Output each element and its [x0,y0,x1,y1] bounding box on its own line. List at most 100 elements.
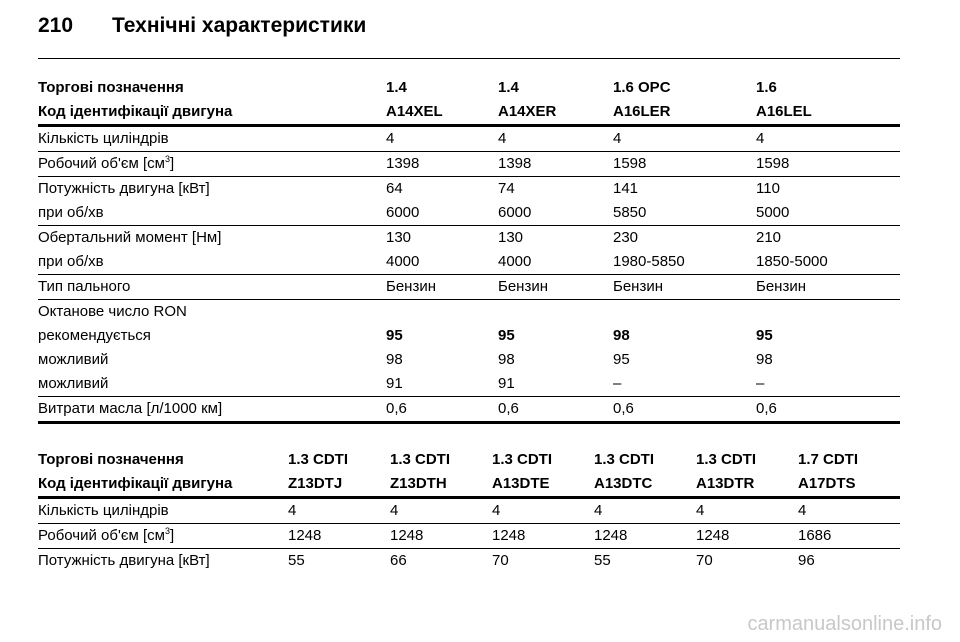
row-sublabel: можливий [38,375,109,392]
value-cell: 95 [756,327,773,344]
model-cell: 1.3 CDTI [288,451,349,468]
value-cell: 1398 [498,155,532,172]
value-cell: 4 [798,502,807,519]
value-cell: 230 [613,229,639,246]
engine-code-cell: A14XER [498,103,557,120]
value-cell: 98 [613,327,630,344]
value-cell: 4 [498,130,507,147]
model-cell: 1.6 [756,79,777,96]
row-label: Витрати масла [л/1000 км] [38,400,223,417]
value-cell: 55 [288,552,305,569]
engine-code-label: Код ідентифікації двигуна [38,103,233,120]
value-cell: 96 [798,552,815,569]
table-row: Обертальний момент [Нм] 130 130 230 210 … [38,226,900,275]
value-cell: 95 [386,327,403,344]
table-row: Робочий об'єм [см3] 1398 1398 1598 1598 [38,152,900,177]
value-cell: 95 [498,327,515,344]
value-cell: Бензин [756,278,807,295]
value-cell: 0,6 [756,400,777,417]
engine-code-label: Код ідентифікації двигуна [38,475,233,492]
row-label: Робочий об'єм [см3] [38,154,175,173]
value-cell: 210 [756,229,782,246]
row-sublabel: можливий [38,351,109,368]
value-cell: 5850 [613,204,647,221]
table-row: Кількість циліндрів 4 4 4 4 4 4 [38,499,900,524]
value-cell: 4000 [386,253,420,270]
model-cell: 1.3 CDTI [390,451,451,468]
value-cell: 1980-5850 [613,253,685,270]
value-cell: 141 [613,180,639,197]
value-cell: 1248 [594,527,628,544]
value-cell: 64 [386,180,403,197]
engine-code-cell: A13DTR [696,475,755,492]
spec-table-petrol: Торгові позначення 1.4 1.4 1.6 OPC 1.6 К… [38,76,900,424]
row-label: Тип пального [38,278,131,295]
row-label: Обертальний момент [Нм] [38,229,222,246]
value-cell: 130 [386,229,412,246]
row-label: Потужність двигуна [кВт] [38,180,210,197]
table-row: Робочий об'єм [см3] 1248 1248 1248 1248 … [38,524,900,549]
value-cell: 5000 [756,204,790,221]
engine-code-cell: Z13DTJ [288,475,343,492]
value-cell: 1248 [696,527,730,544]
model-cell: 1.3 CDTI [696,451,757,468]
model-cell: 1.7 CDTI [798,451,859,468]
engine-code-cell: A16LER [613,103,671,120]
page-title: Технічні характеристики [112,14,367,37]
row-label: Робочий об'єм [см3] [38,526,175,545]
value-cell: 74 [498,180,515,197]
designation-label: Торгові позначення [38,451,184,468]
value-cell: 4000 [498,253,532,270]
engine-code-cell: A16LEL [756,103,812,120]
row-sublabel: при об/хв [38,253,104,270]
model-cell: 1.4 [386,79,407,96]
value-cell: 98 [498,351,515,368]
table-header: Торгові позначення 1.3 CDTI 1.3 CDTI 1.3… [38,448,900,499]
table-row: Тип пального Бензин Бензин Бензин Бензин [38,275,900,300]
value-cell: 91 [498,375,515,392]
page-header: 210 Технічні характеристики [38,14,366,38]
value-cell: 4 [594,502,603,519]
value-cell: 70 [492,552,509,569]
value-cell: – [613,375,622,392]
value-cell: 1686 [798,527,832,544]
value-cell: 0,6 [613,400,634,417]
value-cell: 4 [492,502,501,519]
row-sublabel: при об/хв [38,204,104,221]
value-cell: 110 [756,180,780,197]
value-cell: 70 [696,552,713,569]
value-cell: 4 [288,502,297,519]
table-row: Октанове число RON рекомендується 95 95 … [38,300,900,397]
value-cell: 66 [390,552,407,569]
value-cell: 1850-5000 [756,253,828,270]
value-cell: 130 [498,229,524,246]
value-cell: – [756,375,765,392]
model-cell: 1.6 OPC [613,79,671,96]
value-cell: 0,6 [498,400,519,417]
engine-code-cell: A13DTE [492,475,550,492]
value-cell: 4 [696,502,705,519]
value-cell: 4 [756,130,765,147]
row-label: Октанове число RON [38,303,187,320]
table-row: Потужність двигуна [кВт] 55 66 70 55 70 … [38,549,900,573]
engine-code-cell: Z13DTH [390,475,447,492]
table-row: Кількість циліндрів 4 4 4 4 [38,127,900,152]
value-cell: 1598 [613,155,647,172]
value-cell: 4 [613,130,622,147]
model-cell: 1.3 CDTI [492,451,553,468]
value-cell: 4 [386,130,395,147]
value-cell: 98 [756,351,773,368]
value-cell: 0,6 [386,400,407,417]
value-cell: Бензин [386,278,437,295]
value-cell: Бензин [498,278,549,295]
table-row: Витрати масла [л/1000 км] 0,6 0,6 0,6 0,… [38,397,900,424]
engine-code-cell: A14XEL [386,103,443,120]
engine-code-cell: A17DTS [798,475,856,492]
value-cell: 98 [386,351,403,368]
table-header: Торгові позначення 1.4 1.4 1.6 OPC 1.6 К… [38,76,900,127]
watermark: carmanualsonline.info [747,613,942,635]
header-rule [38,58,900,59]
row-label: Кількість циліндрів [38,502,169,519]
designation-label: Торгові позначення [38,79,184,96]
model-cell: 1.4 [498,79,519,96]
